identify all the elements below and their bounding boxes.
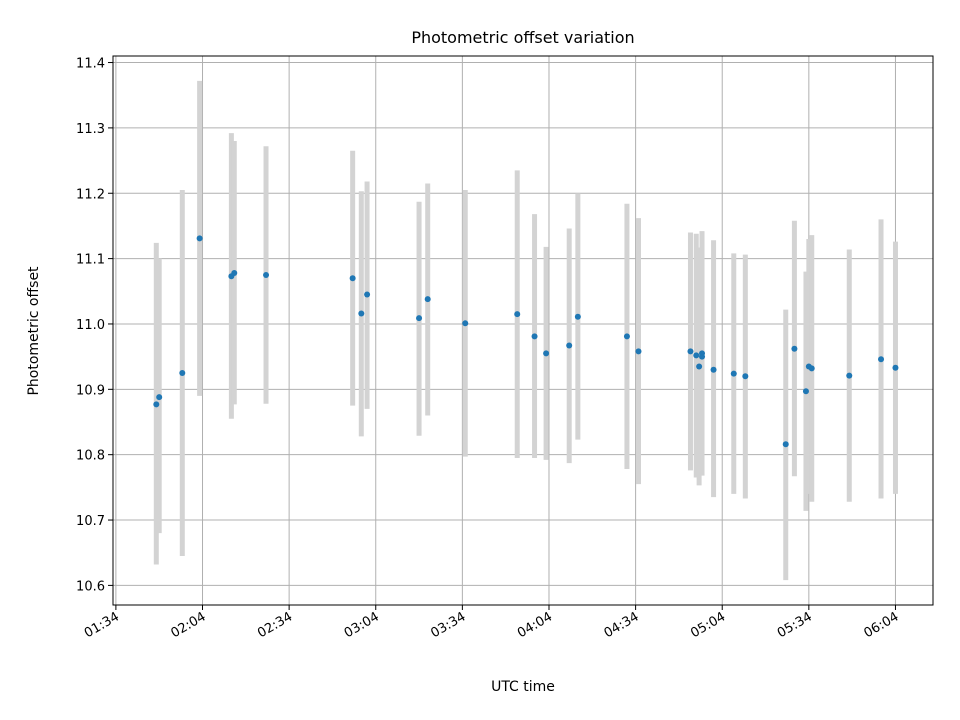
x-axis-label: UTC time	[491, 679, 555, 695]
y-tick-label: 10.7	[76, 514, 105, 529]
y-axis-ticks: 10.6 10.7 10.8 10.9 11.0 11.1 11.2 11.3 11.4	[76, 57, 113, 594]
data-point	[791, 345, 798, 352]
y-tick-label: 10.6	[76, 579, 105, 594]
y-axis-label: Photometric offset	[26, 266, 42, 396]
x-tick-label: 05:34	[775, 609, 815, 641]
x-tick-label: 05:04	[688, 609, 728, 641]
y-tick-label: 10.8	[76, 449, 105, 464]
x-axis-ticks: 01:34 02:04 02:34 03:04 03:34 04:04 04:34 05:04…	[82, 605, 902, 641]
data-point	[782, 441, 789, 448]
data-point	[878, 356, 885, 363]
x-tick-label: 04:34	[602, 609, 642, 641]
y-tick-label: 11.2	[76, 187, 105, 202]
data-point	[153, 401, 160, 408]
data-point	[156, 394, 163, 401]
data-point	[699, 350, 706, 357]
data-point	[179, 369, 186, 376]
data-point	[802, 388, 809, 395]
y-tick-label: 11.3	[76, 122, 105, 137]
data-point	[846, 372, 853, 379]
x-tick-label: 01:34	[82, 609, 122, 641]
x-tick-label: 06:04	[862, 609, 902, 641]
data-point	[635, 348, 642, 355]
data-point	[462, 320, 469, 327]
data-point	[730, 370, 737, 377]
data-point	[566, 342, 573, 349]
data-point	[349, 275, 356, 282]
data-point	[742, 373, 749, 380]
data-point	[424, 296, 431, 303]
errorbar-layer	[153, 80, 898, 581]
x-tick-label: 02:04	[169, 609, 209, 641]
data-point	[514, 311, 521, 318]
data-point	[364, 291, 371, 298]
y-tick-label: 11.0	[76, 318, 105, 333]
data-point	[263, 271, 270, 278]
x-tick-label: 03:04	[342, 609, 382, 641]
y-tick-label: 10.9	[76, 383, 105, 398]
data-point	[531, 333, 538, 340]
y-tick-label: 11.4	[76, 57, 105, 72]
data-point	[696, 363, 703, 370]
data-point	[623, 333, 630, 340]
x-tick-label: 02:34	[255, 609, 295, 641]
data-point	[574, 313, 581, 320]
x-tick-label: 04:04	[515, 609, 555, 641]
data-point	[231, 269, 238, 276]
data-point	[196, 235, 203, 242]
data-point	[693, 352, 700, 359]
plot-frame	[112, 55, 934, 606]
data-point	[710, 366, 717, 373]
x-tick-label: 03:34	[428, 609, 468, 641]
data-point	[543, 350, 550, 357]
point-layer	[153, 235, 899, 448]
chart-title: Photometric offset variation	[411, 28, 634, 47]
y-tick-label: 11.1	[76, 253, 105, 268]
data-point	[808, 365, 815, 372]
data-point	[892, 364, 899, 371]
data-point	[687, 348, 694, 355]
data-point	[358, 310, 365, 317]
data-point	[416, 315, 423, 322]
